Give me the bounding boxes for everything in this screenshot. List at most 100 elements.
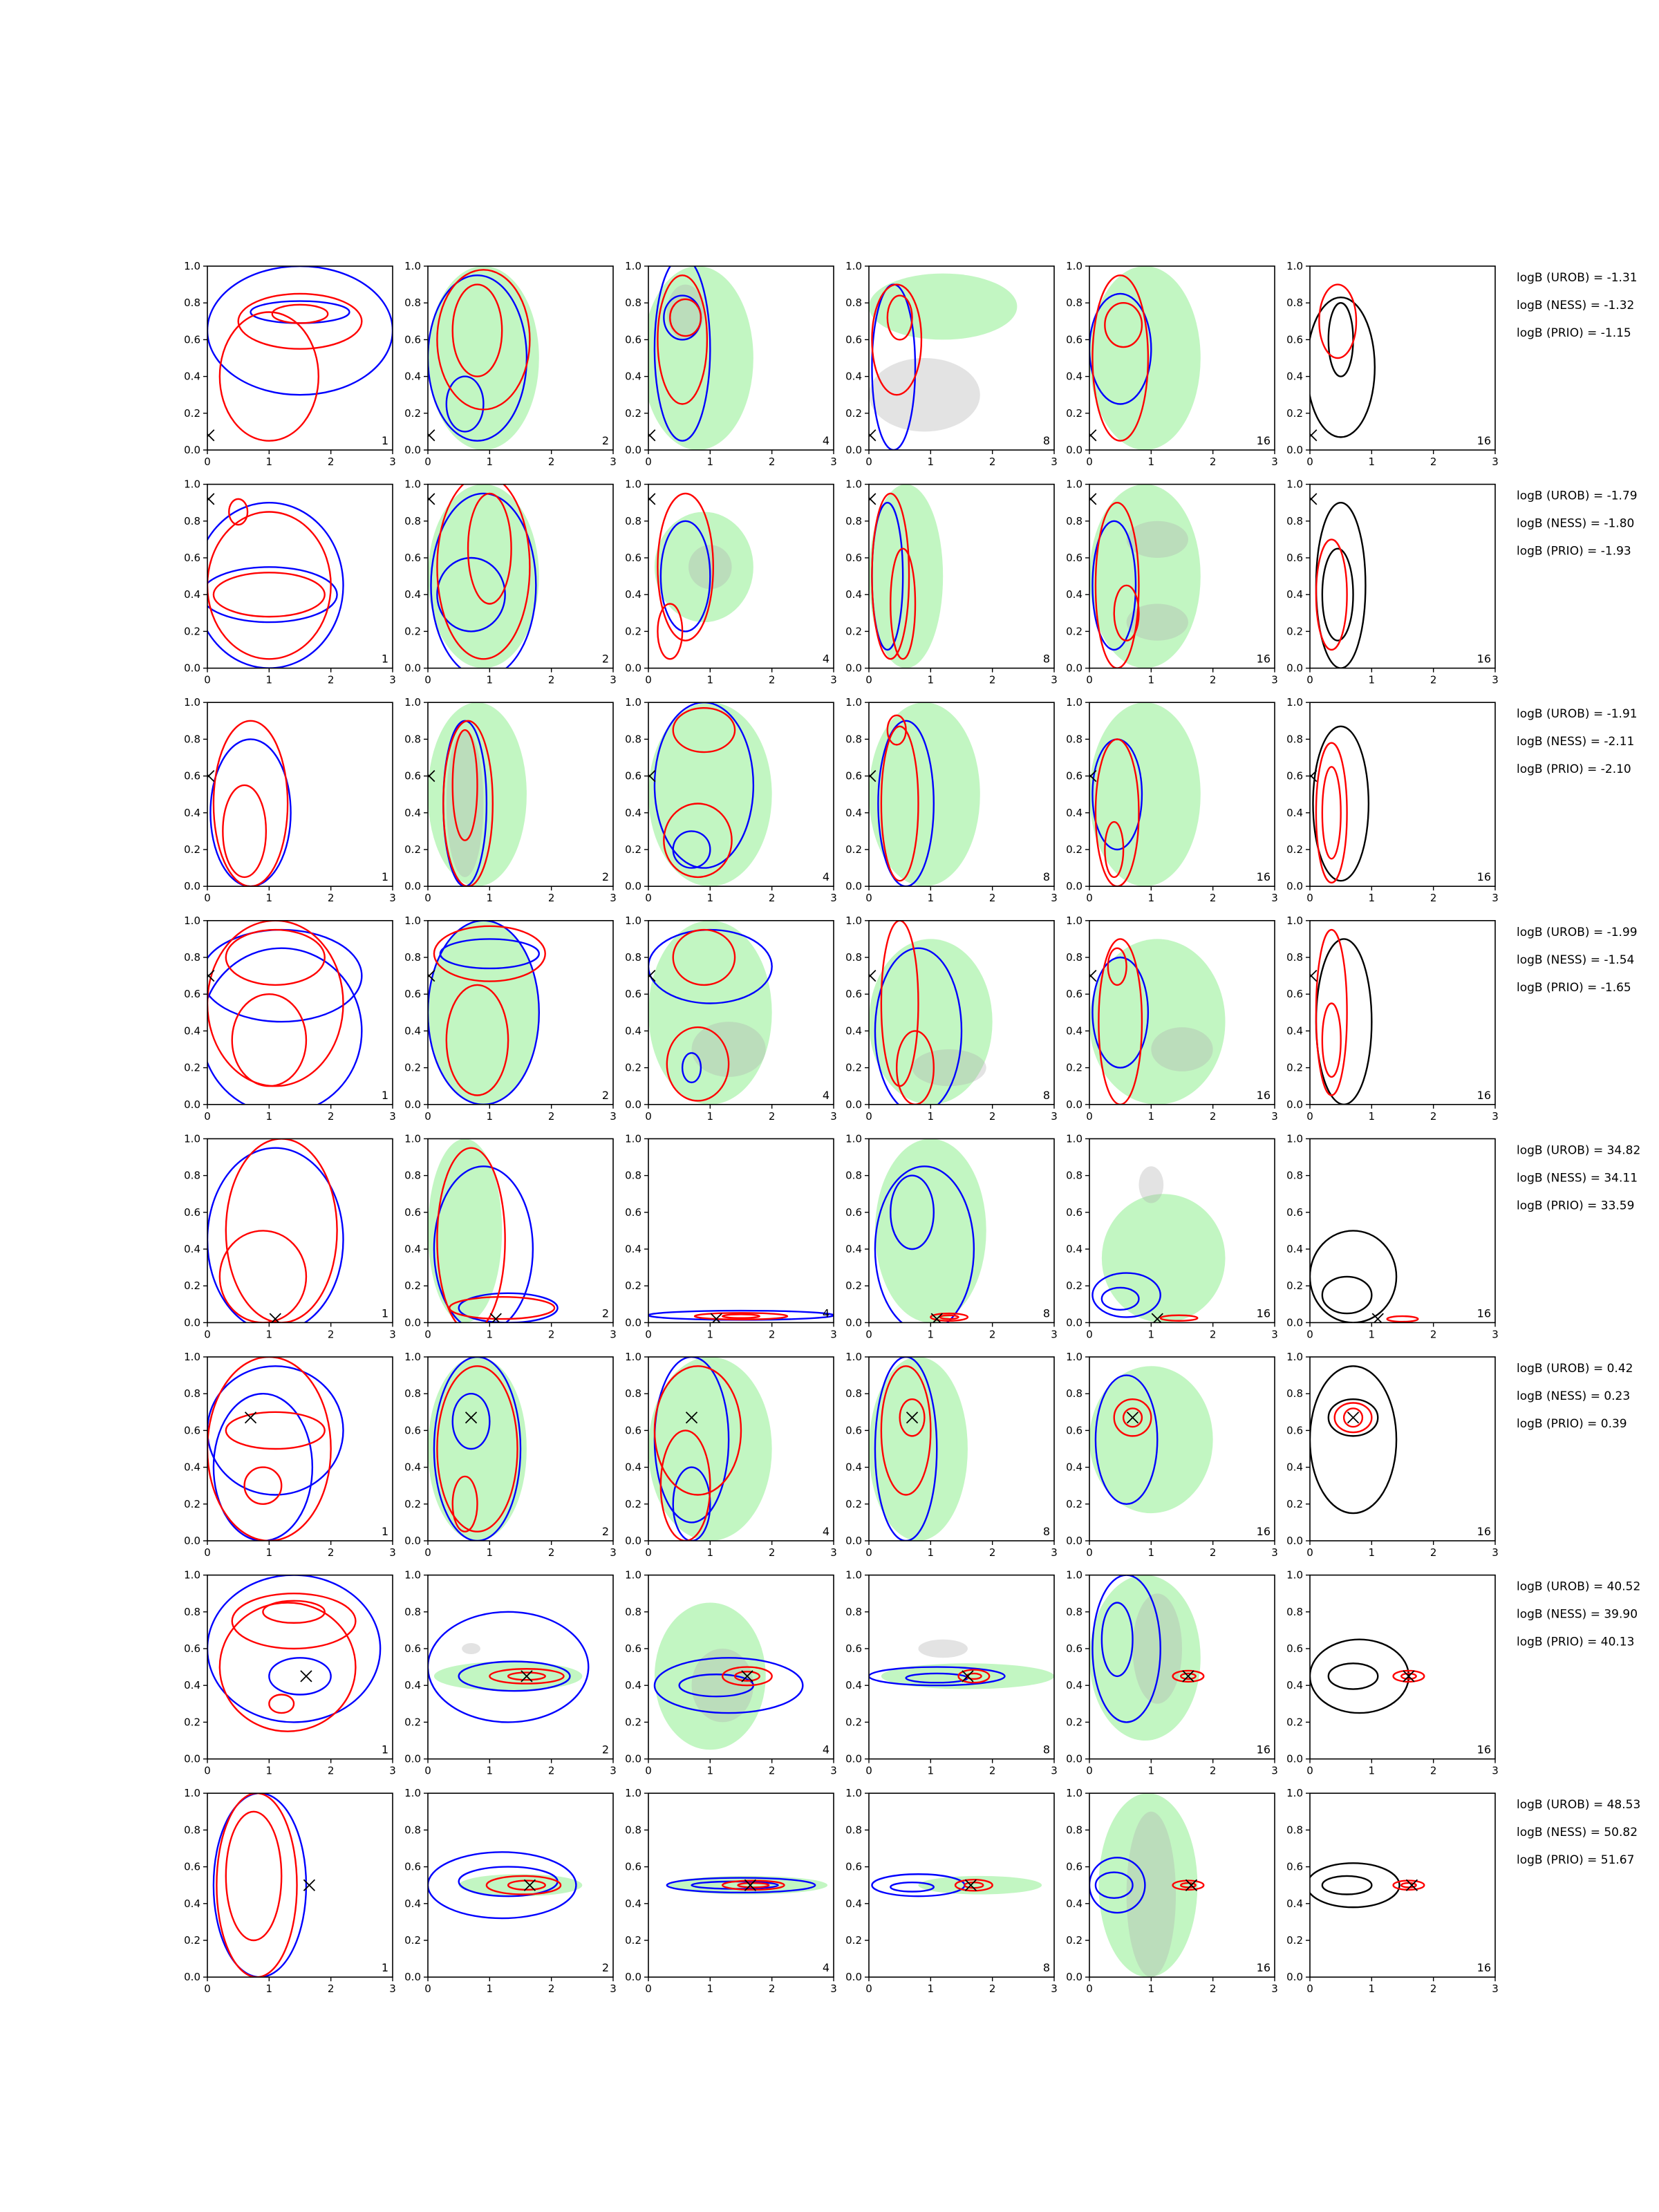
y-tick-label: 0.6 xyxy=(845,1642,862,1655)
x-tick-label: 2 xyxy=(1210,892,1217,904)
y-tick-label: 0.4 xyxy=(404,1461,421,1474)
y-tick-label: 0.6 xyxy=(845,333,862,346)
y-tick-label: 0.4 xyxy=(845,1243,862,1255)
axes-frame xyxy=(868,1138,1055,1324)
panel-r6-c2: 0 1 2 30.00.20.40.60.81.02 xyxy=(404,1351,617,1559)
prior-density-region xyxy=(428,1138,503,1323)
axes-frame xyxy=(868,702,1055,888)
y-tick-label: 0.6 xyxy=(625,988,641,1000)
x-tick-label: 1 xyxy=(928,1328,935,1340)
y-tick-label: 0.0 xyxy=(845,1971,862,1983)
plot-area xyxy=(1310,928,1373,1105)
x-tick-label: 1 xyxy=(1369,1983,1376,1995)
x-tick-label: 2 xyxy=(548,1110,555,1123)
axes-frame xyxy=(648,920,834,1105)
plot-area xyxy=(1089,484,1201,668)
truth-marker xyxy=(428,969,435,982)
panel-level-label: 16 xyxy=(1477,1743,1491,1756)
axes-frame xyxy=(868,1792,1055,1978)
prior-density-region xyxy=(648,920,772,1105)
urob-contour xyxy=(207,928,363,1023)
y-tick-label: 0.6 xyxy=(845,552,862,564)
y-tick-label: 0.8 xyxy=(404,951,421,964)
urob-contour xyxy=(1100,1286,1140,1311)
panel-level-label: 16 xyxy=(1477,1089,1491,1102)
logb-prio-label: logB (PRIO) = -2.10 xyxy=(1517,762,1631,776)
truth-marker xyxy=(300,1670,312,1683)
ness-contour xyxy=(880,1365,932,1496)
ness-contour xyxy=(436,484,531,660)
x-tick-label: 1 xyxy=(266,1765,273,1777)
y-tick-label: 0.2 xyxy=(845,1062,862,1074)
panel-r5-c5: 0 1 2 3 0.0 0.2 0.4 0.6 0.8 1.0 16 xyxy=(1066,1132,1278,1340)
y-tick-label: 0.6 xyxy=(1286,1642,1303,1655)
logb-prio-label: logB (PRIO) = -1.15 xyxy=(1517,326,1631,340)
x-tick-label: 0 xyxy=(204,1765,211,1777)
plot-area xyxy=(207,493,344,668)
truth-marker xyxy=(244,1412,257,1424)
x-tick-label: 0 xyxy=(204,1546,211,1559)
y-tick-label: 0.8 xyxy=(184,951,200,964)
axes-frame xyxy=(207,1574,393,1760)
x-tick-label: 1 xyxy=(487,674,494,686)
panel-level-label: 1 xyxy=(382,870,388,883)
truth-marker xyxy=(207,769,215,782)
x-tick-label: 0 xyxy=(424,1546,431,1559)
panel-r2-c5: 0 1 2 3 0.0 0.2 0.4 0.6 0.8 1.0 16 xyxy=(1066,478,1278,686)
x-tick-label: 0 xyxy=(1306,892,1313,904)
x-tick-label: 3 xyxy=(389,1765,396,1777)
truth-marker xyxy=(269,1313,281,1323)
urob-contour xyxy=(1094,1374,1159,1505)
logb-prio-label: logB (PRIO) = 51.67 xyxy=(1517,1853,1634,1867)
panel-r6-c6: 0 1 2 3 0.0 0.2 0.4 0.6 0.8 1.0 16 xyxy=(1286,1351,1499,1559)
panel-r6-c5: 0 1 2 3 0.0 0.2 0.4 0.6 0.8 1.0 16 xyxy=(1066,1351,1278,1559)
y-tick-label: 0.2 xyxy=(845,407,862,420)
prior-density-region xyxy=(1089,484,1201,668)
y-tick-label: 0.6 xyxy=(625,552,641,564)
panel-level-label: 16 xyxy=(1477,434,1491,447)
y-tick-label: 0.4 xyxy=(625,1461,641,1474)
plot-area xyxy=(207,1575,382,1732)
x-tick-label: 3 xyxy=(830,1983,837,1995)
y-tick-label: 0.8 xyxy=(404,515,421,527)
truth-marker xyxy=(1089,969,1097,982)
prior-density-region xyxy=(918,1875,1042,1895)
y-tick-label: 0.8 xyxy=(625,1387,641,1400)
x-tick-label: 1 xyxy=(928,892,935,904)
urob-contour xyxy=(874,947,963,1105)
axes-frame xyxy=(648,483,834,669)
urob-contour xyxy=(1089,292,1152,405)
x-tick-label: 0 xyxy=(645,456,652,468)
x-tick-label: 0 xyxy=(865,892,872,904)
axes-frame xyxy=(868,483,1055,669)
ness-contour xyxy=(957,1669,991,1684)
panel-level-label: 4 xyxy=(823,1961,830,1974)
y-tick-label: 1.0 xyxy=(1286,1132,1303,1145)
y-tick-label: 0.0 xyxy=(625,662,641,675)
plot-area xyxy=(1310,283,1376,442)
panel-r4-c2: 0 1 2 30.00.20.40.60.81.02 xyxy=(404,915,617,1123)
y-tick-label: 0.6 xyxy=(845,1206,862,1219)
truth-marker xyxy=(648,969,656,982)
y-tick-label: 0.0 xyxy=(845,1098,862,1111)
panel-r3-c4: 0 1 2 3 0.0 0.2 0.4 0.6 0.8 1.0 8 xyxy=(845,696,1058,904)
axes-frame xyxy=(1309,1138,1496,1324)
x-tick-label: 3 xyxy=(1051,1546,1058,1559)
ness-contour xyxy=(657,603,684,660)
y-tick-label: 1.0 xyxy=(1286,915,1303,927)
axes-frame xyxy=(1089,702,1275,888)
x-tick-label: 3 xyxy=(1051,1110,1058,1123)
y-tick-label: 0.0 xyxy=(1286,662,1303,675)
ness-contour xyxy=(1104,821,1125,879)
x-tick-label: 0 xyxy=(204,892,211,904)
panel-level-label: 8 xyxy=(1043,653,1050,666)
y-tick-label: 0.2 xyxy=(404,407,421,420)
x-tick-label: 1 xyxy=(487,1110,494,1123)
y-tick-label: 0.4 xyxy=(845,1024,862,1037)
plot-area xyxy=(428,920,546,1105)
x-tick-label: 2 xyxy=(1430,892,1437,904)
y-tick-label: 0.4 xyxy=(625,1243,641,1255)
x-tick-label: 3 xyxy=(1051,674,1058,686)
urob-contour xyxy=(877,720,935,887)
panel-level-label: 16 xyxy=(1257,1525,1271,1538)
